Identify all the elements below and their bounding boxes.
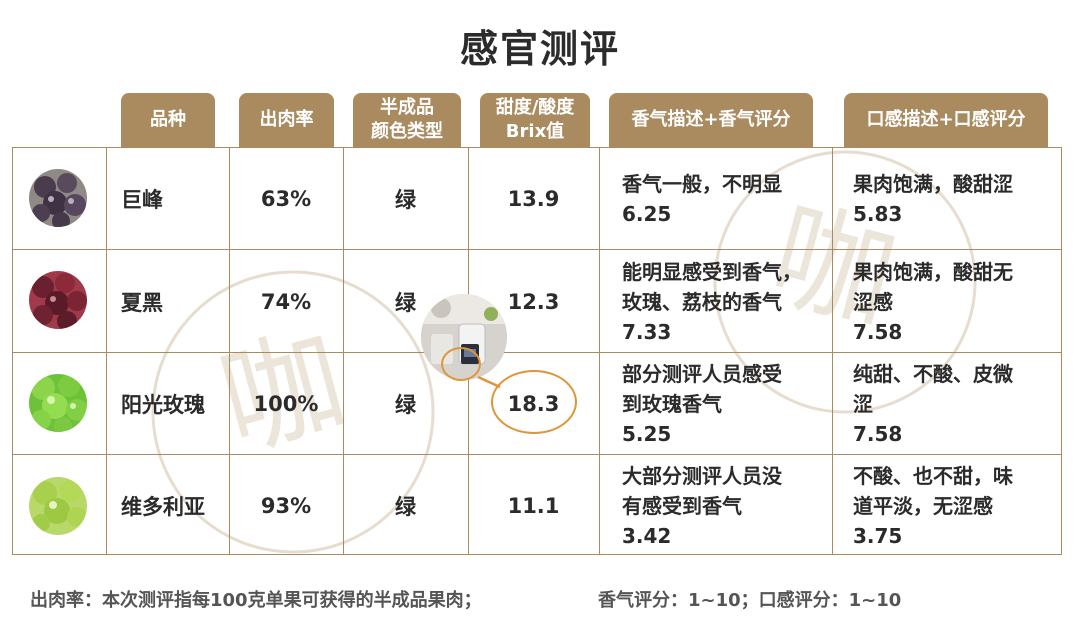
table-row-name: 阳光玫瑰: [121, 393, 205, 417]
grid-divider: [12, 249, 1062, 250]
table-row-taste: 果肉饱满，酸甜无 涩感 7.58: [853, 251, 1058, 352]
table-row-yield: 63%: [260, 187, 312, 211]
header-aroma: 香气描述+香气评分: [609, 93, 813, 147]
aroma-score: 5.25: [622, 422, 672, 446]
taste-line: 纯甜、不酸、皮微: [853, 362, 1013, 386]
header-brix-line2: Brix值: [505, 121, 565, 142]
footer-note-scores: 香气评分：1~10；口感评分：1~10: [598, 590, 902, 611]
taste-line: 不酸、也不甜，味: [853, 463, 1013, 488]
table-row-taste: 纯甜、不酸、皮微 涩 7.58: [853, 354, 1058, 454]
grid-divider: [12, 454, 1062, 455]
grid-divider: [12, 352, 1062, 353]
aroma-line: 能明显感受到香气，: [622, 259, 802, 284]
grid-divider: [106, 147, 107, 555]
footer-note-yield: 出肉率：本次测评指每100克单果可获得的半成品果肉；: [30, 590, 482, 611]
header-variety-label: 品种: [150, 109, 186, 130]
aroma-score: 7.33: [622, 319, 672, 344]
table-row-aroma: 大部分测评人员没 有感受到香气 3.42: [622, 456, 830, 555]
header-yield: 出肉率: [239, 93, 334, 147]
page-title: 感官测评: [459, 27, 620, 71]
taste-score: 7.58: [853, 319, 903, 344]
header-brix: 甜度/酸度 Brix值: [480, 93, 590, 147]
table-row-aroma: 能明显感受到香气， 玫瑰、荔枝的香气 7.33: [622, 251, 830, 352]
taste-score: 7.58: [853, 422, 903, 446]
header-yield-label: 出肉率: [259, 109, 314, 130]
table-row-color: 绿: [395, 494, 416, 519]
taste-line: 涩感: [853, 289, 893, 314]
taste-line: 果肉饱满，酸甜无: [853, 259, 1013, 284]
table-row-yield: 100%: [253, 392, 319, 416]
aroma-line: 大部分测评人员没: [622, 463, 782, 488]
table-row-brix: 12.3: [507, 289, 560, 314]
highlight-ring-brix: [491, 370, 577, 434]
header-color-line2: 颜色类型: [371, 121, 443, 142]
grid-divider: [599, 147, 600, 555]
header-variety: 品种: [121, 93, 215, 147]
grid-divider: [229, 147, 230, 555]
table-row-yield: 74%: [260, 289, 312, 314]
grid-divider: [343, 147, 344, 555]
aroma-line: 到玫瑰香气: [622, 392, 722, 416]
grape-summer-black-photo: [29, 271, 87, 329]
aroma-score: 6.25: [622, 202, 672, 226]
taste-line: 涩: [853, 392, 873, 416]
taste-line: 果肉饱满，酸甜涩: [853, 172, 1013, 196]
header-taste-label: 口感描述+口感评分: [866, 109, 1026, 130]
table-row-color: 绿: [395, 188, 416, 212]
table-row-aroma: 香气一般，不明显 6.25: [622, 149, 830, 249]
aroma-line: 部分测评人员感受: [622, 362, 782, 386]
taste-line: 道平淡，无涩感: [853, 493, 993, 518]
table-grid: [12, 147, 1062, 555]
highlight-ring-meter: [441, 347, 481, 381]
table-row-name: 夏黑: [121, 290, 163, 315]
table-row-brix: 11.1: [507, 493, 560, 518]
table-row-brix: 13.9: [507, 187, 560, 211]
table-row-color: 绿: [395, 290, 416, 315]
table-row-name: 维多利亚: [121, 494, 205, 519]
table-row-taste: 不酸、也不甜，味 道平淡，无涩感 3.75: [853, 456, 1058, 555]
aroma-line: 玫瑰、荔枝的香气: [622, 289, 782, 314]
table-row-aroma: 部分测评人员感受 到玫瑰香气 5.25: [622, 354, 830, 454]
grid-divider: [832, 147, 833, 555]
taste-score: 3.75: [853, 523, 903, 548]
aroma-line: 香气一般，不明显: [622, 172, 782, 196]
table-row-color: 绿: [395, 393, 416, 417]
header-color-line1: 半成品: [380, 97, 434, 118]
header-taste: 口感描述+口感评分: [844, 93, 1048, 147]
header-color: 半成品 颜色类型: [353, 93, 461, 147]
table-row-name: 巨峰: [121, 188, 163, 212]
table-row-yield: 93%: [260, 493, 312, 518]
aroma-line: 有感受到香气: [622, 493, 742, 518]
header-brix-line1: 甜度/酸度: [495, 97, 575, 118]
grape-kyoho-photo: [29, 169, 87, 227]
table-row-taste: 果肉饱满，酸甜涩 5.83: [853, 149, 1058, 249]
aroma-score: 3.42: [622, 523, 672, 548]
taste-score: 5.83: [853, 202, 903, 226]
grape-victoria-photo: [29, 477, 87, 535]
grape-shine-muscat-photo: [29, 374, 87, 432]
header-aroma-label: 香气描述+香气评分: [631, 109, 791, 130]
